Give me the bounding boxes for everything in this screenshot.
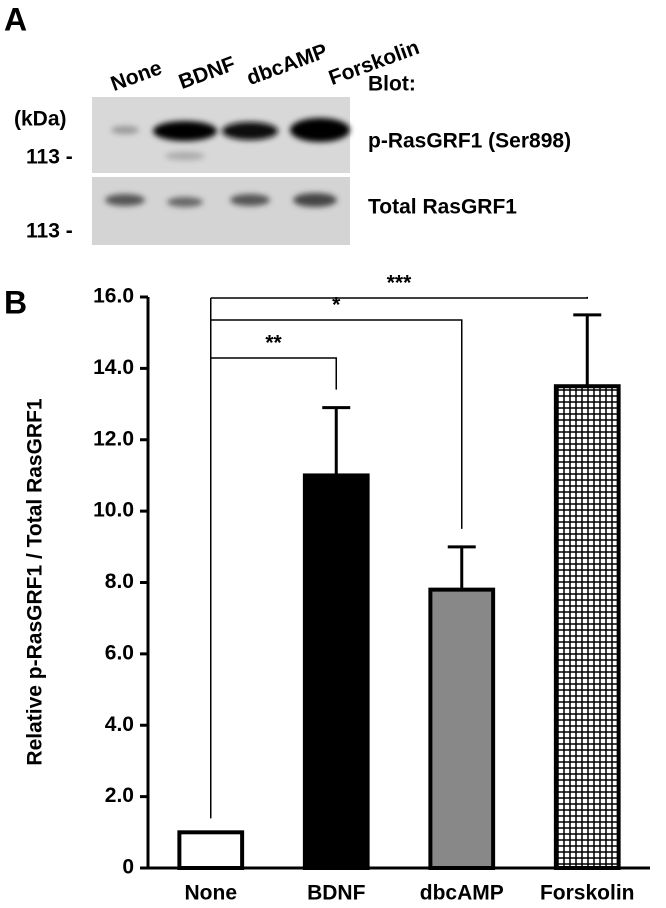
x-tick-label: Forskolin (540, 882, 635, 905)
significance-label: * (332, 294, 341, 317)
significance-label: *** (387, 272, 412, 295)
blot-heading: Blot: (368, 73, 416, 96)
bar (553, 384, 621, 870)
error-bar (447, 545, 476, 590)
y-tick-label: 14.0 (93, 356, 134, 379)
error-bar (322, 406, 351, 476)
y-tick-label: 16.0 (93, 285, 134, 308)
bar (302, 473, 370, 870)
x-tick-label: None (185, 882, 238, 905)
blot-label: Total RasGRF1 (368, 196, 517, 219)
marker-label: 113 - (26, 220, 73, 243)
y-tick-label: 8.0 (105, 570, 134, 593)
marker-label: 113 - (26, 146, 73, 169)
significance-label: ** (265, 332, 282, 355)
y-tick-label: 2.0 (105, 784, 134, 807)
x-tick-label: BDNF (307, 882, 365, 905)
unit-label: (kDa) (14, 108, 67, 131)
bracket (210, 296, 588, 299)
y-tick-label: 4.0 (105, 713, 134, 736)
y-tick-label: 12.0 (93, 427, 134, 450)
x-tick-label: dbcAMP (420, 882, 504, 905)
bracket (210, 357, 337, 390)
y-axis-label: Relative p-RasGRF1 / Total RasGRF1 (24, 398, 47, 766)
lane-label: None (108, 56, 165, 96)
blot-label: p-RasGRF1 (Ser898) (368, 130, 571, 153)
bracket (210, 319, 463, 529)
bar (177, 830, 245, 870)
blot-image (92, 97, 350, 245)
y-tick-label: 0 (122, 856, 134, 879)
y-tick-label: 6.0 (105, 641, 134, 664)
error-bar (573, 313, 602, 387)
lane-label: BDNF (176, 52, 239, 94)
panel-label: B (4, 284, 27, 320)
lane-label: dbcAMP (244, 40, 331, 90)
panel-label: A (4, 1, 27, 37)
y-tick-label: 10.0 (93, 499, 134, 522)
bar (428, 587, 496, 870)
